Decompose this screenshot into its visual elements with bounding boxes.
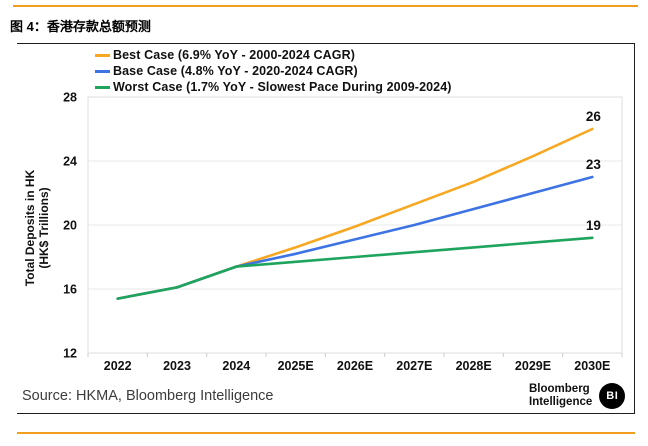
chart-legend: Best Case (6.9% YoY - 2000-2024 CAGR) Ba… bbox=[95, 47, 452, 95]
series-line-2 bbox=[116, 236, 594, 300]
series-end-label-2: 19 bbox=[586, 218, 601, 233]
legend-item-base-case: Base Case (4.8% YoY - 2020-2024 CAGR) bbox=[95, 63, 452, 79]
chart-figure-box: 12 16 20 24 28 2022 2023 2024 2025E 2026E 2027E 202… bbox=[17, 43, 635, 414]
x-tick-label: 2027E bbox=[396, 359, 432, 373]
series-end-label-1: 23 bbox=[586, 157, 602, 172]
figure-title: 图 4：香港存款总额预测 bbox=[10, 19, 151, 34]
legend-swatch-best-case-icon bbox=[95, 53, 110, 57]
legend-label-worst-case: Worst Case (1.7% YoY - Slowest Pace Duri… bbox=[113, 80, 452, 94]
x-tick-label: 2029E bbox=[515, 359, 551, 373]
series-line-0 bbox=[116, 127, 594, 300]
x-tick-label: 2025E bbox=[278, 359, 314, 373]
legend-swatch-worst-case-icon bbox=[95, 85, 110, 89]
logo-line-1: Bloomberg bbox=[529, 383, 590, 396]
logo-line-2: Intelligence bbox=[529, 396, 593, 408]
bloomberg-intelligence-wordmark: Bloomberg Intelligence bbox=[529, 383, 592, 409]
series-end-label-0: 26 bbox=[586, 109, 602, 124]
x-tick-label: 2024 bbox=[222, 359, 250, 373]
x-tick-label: 2030E bbox=[574, 359, 610, 373]
legend-label-base-case: Base Case (4.8% YoY - 2020-2024 CAGR) bbox=[113, 64, 358, 78]
y-tick-label: 28 bbox=[63, 91, 77, 105]
plot-area-border bbox=[87, 96, 623, 354]
source-attribution: Source: HKMA, Bloomberg Intelligence bbox=[22, 388, 274, 404]
bloomberg-intelligence-logo: Bloomberg Intelligence BI bbox=[529, 383, 626, 409]
y-tick-label: 20 bbox=[63, 219, 77, 233]
legend-label-best-case: Best Case (6.9% YoY - 2000-2024 CAGR) bbox=[113, 48, 356, 62]
y-tick-label: 24 bbox=[63, 155, 77, 169]
bottom-accent-rule bbox=[17, 432, 635, 434]
x-tick-label: 2028E bbox=[456, 359, 492, 373]
x-tick-label: 2023 bbox=[163, 359, 191, 373]
series-line-1 bbox=[116, 175, 594, 300]
y-axis-title-line1: Total Deposits in HK bbox=[23, 169, 37, 286]
x-tick-label: 2026E bbox=[337, 359, 373, 373]
y-axis-title-line2: (HK$ Trillions) bbox=[37, 187, 51, 268]
top-accent-rule bbox=[13, 5, 638, 7]
x-tick-label: 2022 bbox=[104, 359, 132, 373]
legend-item-best-case: Best Case (6.9% YoY - 2000-2024 CAGR) bbox=[95, 47, 452, 63]
bi-circle-icon: BI bbox=[599, 383, 626, 409]
legend-swatch-base-case-icon bbox=[95, 69, 110, 73]
legend-item-worst-case: Worst Case (1.7% YoY - Slowest Pace Duri… bbox=[95, 79, 452, 95]
y-tick-label: 12 bbox=[63, 347, 77, 361]
y-tick-label: 16 bbox=[63, 283, 77, 297]
